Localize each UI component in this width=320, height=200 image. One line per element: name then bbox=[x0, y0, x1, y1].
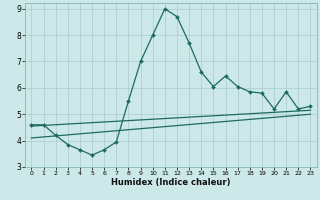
X-axis label: Humidex (Indice chaleur): Humidex (Indice chaleur) bbox=[111, 178, 231, 187]
